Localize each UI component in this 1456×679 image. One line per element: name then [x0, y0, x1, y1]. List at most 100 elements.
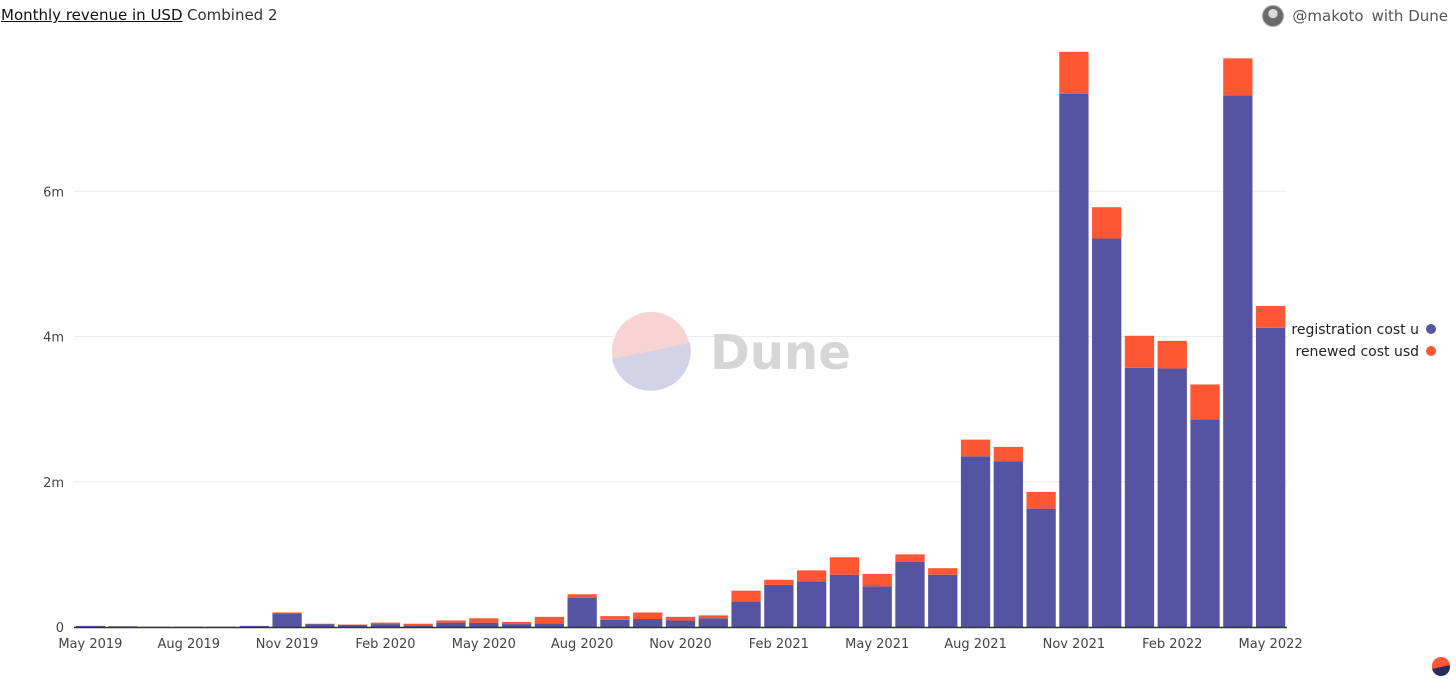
chart-title-link[interactable]: Monthly revenue in USD	[1, 6, 183, 24]
bar-registration-cost[interactable]	[272, 613, 302, 627]
bar-registration-cost[interactable]	[665, 620, 696, 627]
bar-registration-cost[interactable]	[698, 618, 728, 627]
x-tick-label: May 2021	[845, 637, 909, 652]
bar-renewed-cost[interactable]	[469, 618, 499, 623]
bar-registration-cost[interactable]	[239, 625, 269, 627]
bar-registration-cost[interactable]	[1255, 327, 1286, 627]
dune-watermark-lower-half	[612, 343, 691, 391]
bar-renewed-cost[interactable]	[436, 620, 466, 623]
x-tick-label: Feb 2020	[355, 637, 415, 652]
bar-registration-cost[interactable]	[731, 601, 761, 627]
bars	[75, 51, 1286, 628]
dune-logo-icon	[1431, 656, 1450, 676]
bar-registration-cost[interactable]	[501, 624, 532, 627]
bar-renewed-cost[interactable]	[1124, 335, 1155, 368]
bar-registration-cost[interactable]	[108, 626, 138, 627]
y-tick-label: 0	[56, 621, 64, 636]
bar-renewed-cost[interactable]	[1255, 305, 1286, 328]
bar-registration-cost[interactable]	[895, 561, 925, 627]
y-tick-label: 6m	[43, 185, 64, 200]
bar-renewed-cost[interactable]	[501, 621, 532, 625]
bar-renewed-cost[interactable]	[633, 612, 663, 620]
y-axis-ticks: 0 2m 4m 6m	[43, 185, 64, 636]
x-tick-label: Feb 2022	[1142, 637, 1202, 652]
legend-swatch-icon[interactable]	[1426, 346, 1436, 356]
bar-registration-cost[interactable]	[1190, 419, 1220, 627]
bar-renewed-cost[interactable]	[534, 616, 565, 624]
bar-registration-cost[interactable]	[633, 619, 663, 627]
bar-renewed-cost[interactable]	[665, 616, 696, 621]
legend-label[interactable]: renewed cost usd	[1296, 344, 1420, 360]
bar-registration-cost[interactable]	[436, 622, 466, 627]
bar-registration-cost[interactable]	[1026, 508, 1056, 627]
bar-registration-cost[interactable]	[370, 624, 401, 627]
legend-swatch-icon[interactable]	[1426, 324, 1436, 334]
x-tick-label: Aug 2019	[157, 637, 220, 652]
x-tick-label: Nov 2019	[256, 637, 319, 652]
bar-renewed-cost[interactable]	[272, 612, 302, 614]
bar-registration-cost[interactable]	[403, 625, 433, 627]
x-axis-ticks: May 2019 Aug 2019 Nov 2019 Feb 2020 May 2020…	[58, 637, 1302, 652]
bar-renewed-cost[interactable]	[731, 590, 761, 602]
author-attribution: @makoto with Dune	[1262, 4, 1448, 28]
bar-renewed-cost[interactable]	[1059, 51, 1089, 94]
x-tick-label: Nov 2020	[649, 637, 712, 652]
x-tick-label: May 2020	[452, 637, 516, 652]
bar-registration-cost[interactable]	[1223, 95, 1253, 627]
bar-renewed-cost[interactable]	[829, 557, 860, 575]
bar-registration-cost[interactable]	[796, 581, 827, 627]
bar-registration-cost[interactable]	[829, 574, 860, 627]
x-tick-label: Nov 2021	[1043, 637, 1106, 652]
bar-registration-cost[interactable]	[1059, 93, 1089, 628]
x-tick-label: May 2022	[1239, 637, 1303, 652]
bar-renewed-cost[interactable]	[600, 616, 630, 620]
bar-renewed-cost[interactable]	[1026, 491, 1056, 509]
bar-renewed-cost[interactable]	[764, 579, 794, 585]
bar-renewed-cost[interactable]	[928, 568, 958, 575]
bar-registration-cost[interactable]	[1092, 238, 1122, 628]
bar-registration-cost[interactable]	[600, 619, 630, 627]
legend: registration cost u renewed cost usd	[1291, 322, 1436, 360]
bar-registration-cost[interactable]	[1124, 367, 1155, 627]
bar-renewed-cost[interactable]	[993, 446, 1023, 462]
bar-renewed-cost[interactable]	[1190, 384, 1220, 420]
bar-registration-cost[interactable]	[764, 584, 794, 627]
bar-renewed-cost[interactable]	[862, 573, 892, 587]
y-tick-label: 2m	[43, 476, 64, 491]
bar-renewed-cost[interactable]	[1157, 340, 1187, 369]
bar-renewed-cost[interactable]	[1092, 207, 1122, 239]
chart-header: Monthly revenue in USD Combined 2 @makot…	[0, 0, 1456, 34]
author-handle-link[interactable]: @makoto	[1292, 7, 1364, 25]
avatar[interactable]	[1262, 5, 1285, 27]
bar-registration-cost[interactable]	[928, 574, 958, 627]
dune-watermark-text: Dune	[710, 325, 851, 381]
bar-registration-cost[interactable]	[338, 624, 368, 627]
bar-renewed-cost[interactable]	[403, 623, 433, 626]
bar-renewed-cost[interactable]	[895, 554, 925, 562]
x-tick-label: May 2019	[58, 637, 122, 652]
dune-watermark: Dune	[612, 312, 851, 391]
x-tick-label: Aug 2020	[551, 637, 614, 652]
bar-registration-cost[interactable]	[993, 461, 1023, 627]
author-suffix: with Dune	[1371, 7, 1448, 25]
bar-renewed-cost[interactable]	[567, 594, 597, 598]
bar-registration-cost[interactable]	[469, 622, 499, 627]
bar-registration-cost[interactable]	[534, 623, 565, 627]
bar-registration-cost[interactable]	[75, 625, 106, 627]
bar-renewed-cost[interactable]	[698, 615, 728, 619]
bar-registration-cost[interactable]	[305, 624, 335, 627]
bar-registration-cost[interactable]	[960, 456, 991, 627]
bar-registration-cost[interactable]	[567, 597, 597, 627]
bar-renewed-cost[interactable]	[370, 622, 401, 625]
bar-registration-cost[interactable]	[1157, 368, 1187, 627]
chart-subtitle: Combined 2	[187, 6, 278, 24]
bar-renewed-cost[interactable]	[960, 439, 991, 457]
bar-registration-cost[interactable]	[862, 586, 892, 627]
legend-label[interactable]: registration cost u	[1291, 322, 1419, 338]
x-tick-label: Aug 2021	[944, 637, 1007, 652]
x-tick-label: Feb 2021	[749, 637, 809, 652]
bar-renewed-cost[interactable]	[796, 570, 827, 582]
bar-renewed-cost[interactable]	[1223, 58, 1253, 96]
y-tick-label: 4m	[43, 331, 64, 346]
